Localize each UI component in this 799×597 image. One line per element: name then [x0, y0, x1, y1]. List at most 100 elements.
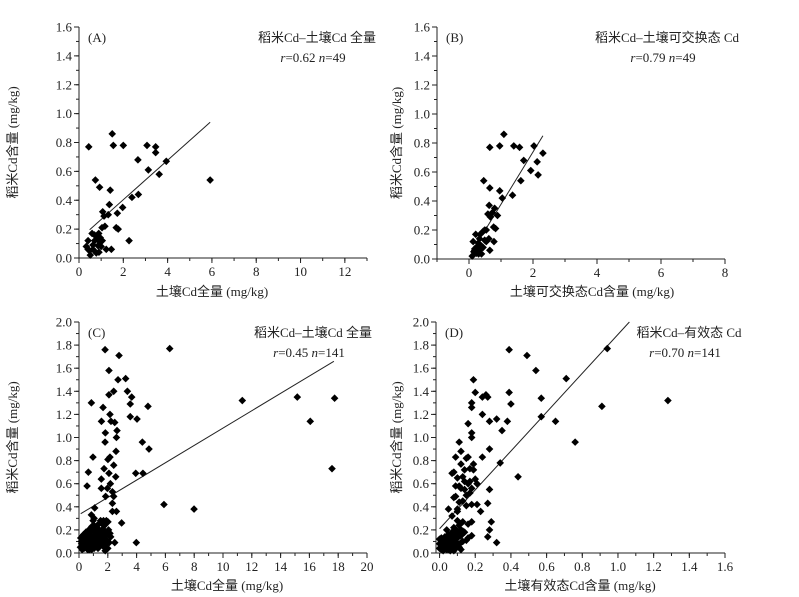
- data-point: [460, 528, 469, 537]
- data-point: [100, 212, 108, 220]
- stats-part: n: [669, 50, 676, 65]
- data-point: [458, 497, 467, 505]
- correlation-stats: r=0.62 n=49: [280, 50, 345, 65]
- x-tick-label: 0.0: [431, 559, 447, 574]
- x-tick-label: 10: [217, 559, 230, 574]
- data-point: [505, 388, 513, 397]
- data-point: [92, 534, 100, 542]
- stats-part: n: [312, 345, 319, 360]
- data-point: [105, 390, 113, 399]
- y-tick-label: 1.6: [414, 20, 431, 35]
- data-point: [114, 225, 123, 233]
- data-point: [486, 184, 494, 192]
- x-tick-label: 20: [361, 559, 374, 574]
- y-tick-label: 0.8: [56, 453, 72, 468]
- x-tick-label: 0.8: [574, 559, 590, 574]
- stats-part: r: [630, 50, 636, 65]
- panel-b: 0 2 4 6 8 0.0 0.2 0.4 0.6 0.8 1.0 1.2 1.4 1.6 土壤可交换态Cd…: [389, 20, 740, 300]
- stats-part: =0.79: [635, 50, 668, 65]
- data-point: [460, 466, 469, 474]
- y-tick-label: 1.0: [413, 430, 429, 445]
- data-point: [138, 438, 147, 446]
- data-point: [109, 492, 118, 501]
- data-point: [104, 544, 112, 553]
- data-point: [97, 530, 106, 539]
- data-point: [94, 229, 103, 238]
- data-point: [101, 222, 109, 231]
- data-point: [115, 351, 123, 360]
- panel-a: 0 2 4 6 8 10 12 0.0 0.2 0.4 0.6 0.8 1.0 1.2 1.4 1.6 土壤Cd…: [5, 20, 376, 300]
- data-point: [467, 433, 476, 442]
- data-point: [160, 500, 168, 509]
- x-tick-label: 8: [191, 559, 198, 574]
- y-tick-label: 1.6: [56, 20, 73, 35]
- data-point: [455, 438, 463, 446]
- data-point: [306, 417, 315, 426]
- data-point: [105, 366, 113, 375]
- data-point: [144, 166, 153, 174]
- x-tick-label: 8: [253, 264, 260, 279]
- data-point: [508, 191, 517, 199]
- data-point: [470, 247, 478, 256]
- data-point: [598, 402, 606, 411]
- x-axis-title: 土壤Cd全量 (mg/kg): [156, 284, 268, 299]
- x-tick-label: 12: [338, 264, 351, 279]
- data-point: [523, 351, 531, 360]
- correlation-stats: r=0.79 n=49: [630, 50, 695, 65]
- y-tick-label: 2.0: [56, 315, 72, 330]
- x-axis-title: 土壤可交换态Cd含量 (mg/kg): [510, 284, 674, 299]
- stats-part: =0.45: [278, 345, 311, 360]
- data-point: [110, 538, 119, 547]
- data-point: [479, 243, 487, 252]
- correlation-stats: r=0.45 n=141: [273, 345, 345, 360]
- data-point: [93, 526, 102, 534]
- data-point: [495, 142, 504, 150]
- data-point: [448, 512, 456, 520]
- data-point: [464, 479, 472, 488]
- data-point: [486, 143, 494, 152]
- data-point: [442, 535, 451, 543]
- data-point: [108, 507, 117, 516]
- data-point: [453, 527, 462, 535]
- data-point: [464, 534, 472, 542]
- data-point: [455, 521, 463, 530]
- data-point: [446, 541, 455, 549]
- y-tick-label: 1.4: [56, 384, 73, 399]
- data-point: [451, 482, 460, 490]
- y-tick-label: 0.6: [56, 476, 73, 491]
- y-tick-label: 0.8: [56, 135, 72, 150]
- data-point: [94, 544, 102, 553]
- y-tick-label: 1.2: [414, 78, 430, 93]
- data-point: [107, 417, 115, 426]
- data-point: [491, 224, 500, 233]
- data-point: [98, 223, 106, 232]
- data-point: [468, 252, 476, 260]
- y-tick-label: 0.4: [56, 193, 73, 208]
- y-tick-label: 1.6: [413, 361, 430, 376]
- y-tick-label: 0.6: [414, 165, 431, 180]
- data-point: [97, 242, 105, 251]
- data-point: [551, 417, 560, 426]
- data-point: [507, 400, 515, 408]
- y-tick-label: 0.2: [56, 222, 72, 237]
- data-point: [87, 399, 96, 407]
- data-point: [466, 489, 474, 497]
- data-point: [464, 520, 472, 528]
- stats-part: =49: [675, 50, 695, 65]
- data-point: [330, 394, 339, 403]
- data-point: [89, 245, 97, 254]
- data-point: [112, 433, 121, 442]
- panel-c: 0 2 4 6 8 10 12 14 16 18 20 0.0 0.2 0.4 0.6 0.8 1.0 1.2 1.…: [5, 315, 374, 594]
- y-tick-label: 0.0: [413, 546, 429, 561]
- data-point: [460, 485, 469, 494]
- y-tick-label: 1.2: [56, 77, 72, 92]
- y-tick-label: 2.0: [413, 315, 429, 330]
- data-point: [109, 141, 118, 150]
- data-point: [95, 537, 103, 546]
- x-tick-label: 4: [164, 264, 171, 279]
- correlation-stats: r=0.70 n=141: [649, 345, 721, 360]
- data-point: [485, 417, 494, 426]
- data-point: [101, 429, 110, 437]
- data-point: [537, 412, 546, 421]
- data-point: [437, 534, 446, 542]
